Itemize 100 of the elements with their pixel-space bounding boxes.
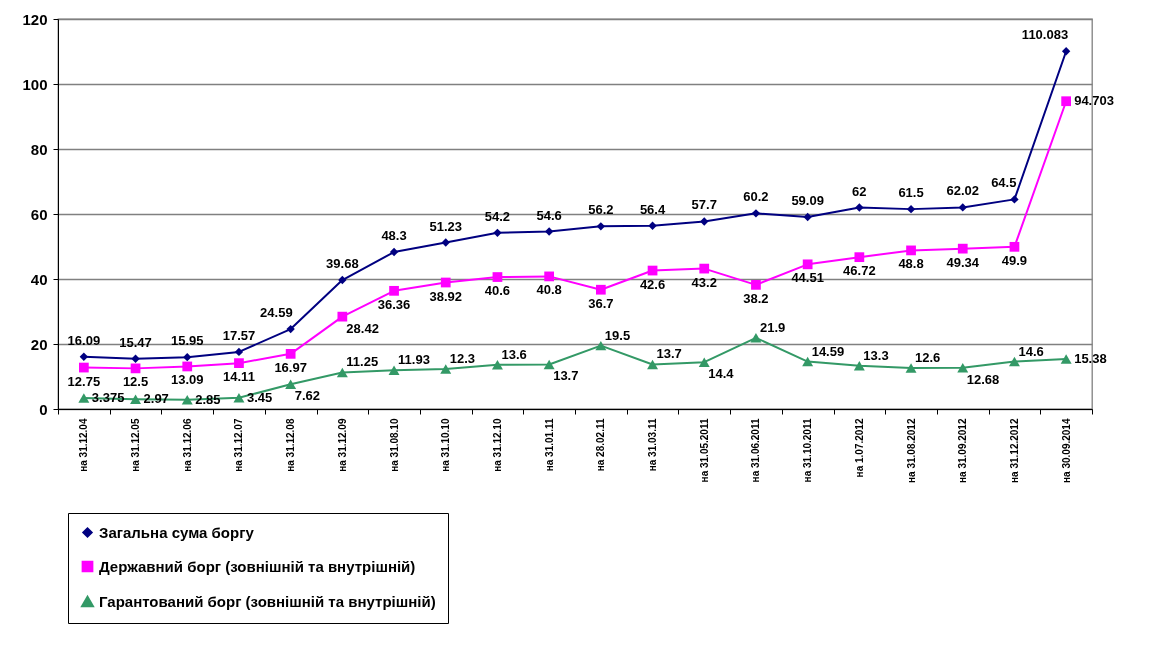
- data-label: 15.95: [170, 333, 204, 349]
- data-label: 38.2: [743, 290, 769, 306]
- point: [648, 221, 657, 230]
- data-label: 13.7: [553, 368, 579, 384]
- point: [78, 393, 90, 403]
- point: [389, 285, 399, 296]
- point: [286, 324, 295, 334]
- point: [855, 203, 864, 212]
- point: [802, 356, 814, 367]
- data-label: 57.7: [691, 197, 717, 213]
- point: [234, 358, 244, 369]
- point: [957, 243, 968, 254]
- data-label: 19.5: [604, 327, 631, 343]
- data-label: 12.3: [449, 351, 476, 367]
- point: [1061, 47, 1071, 56]
- point: [853, 361, 865, 371]
- legend-label: Гарантований борг (зовнішній та внутрішній): [99, 592, 436, 610]
- data-label: 16.97: [274, 359, 307, 375]
- data-label: 56.2: [588, 202, 614, 218]
- y-tick-label: 40: [30, 270, 48, 288]
- point: [492, 272, 503, 282]
- point: [78, 362, 89, 373]
- data-label: 62.02: [946, 183, 980, 199]
- point: [750, 333, 762, 343]
- data-label: 13.7: [656, 346, 682, 362]
- data-label: 12.6: [915, 350, 941, 366]
- point: [647, 359, 659, 370]
- data-label: 14.11: [223, 369, 255, 385]
- data-label: 40.8: [536, 282, 562, 298]
- data-label: 44.51: [791, 270, 824, 286]
- point: [854, 252, 865, 263]
- data-label: 13.09: [170, 372, 204, 388]
- data-label: 110.083: [1021, 27, 1069, 43]
- data-label: 46.72: [843, 263, 876, 279]
- point: [130, 394, 142, 405]
- x-tick-label: на 31.06.2011: [750, 418, 762, 483]
- data-label: 43.2: [691, 274, 717, 290]
- data-label: 40.6: [484, 283, 511, 299]
- data-label: 15.47: [119, 334, 152, 350]
- data-label: 3.45: [246, 389, 273, 405]
- x-tick-label: на 28.02.11: [595, 418, 607, 472]
- x-tick-label: на 31.01.11: [543, 418, 555, 472]
- x-tick-label: на 31.12.04: [78, 418, 90, 472]
- data-label: 59.09: [791, 192, 824, 208]
- x-tick-label: на 31.12.07: [233, 418, 245, 472]
- point: [338, 275, 347, 285]
- y-tick-label: 60: [30, 205, 48, 223]
- data-label: 38.92: [429, 288, 463, 304]
- y-tick-label: 100: [22, 75, 48, 93]
- legend-label: Державний борг (зовнішній та внутрішній): [99, 557, 416, 575]
- data-label: 49.34: [946, 254, 980, 270]
- point: [544, 271, 555, 282]
- point: [131, 354, 140, 363]
- point: [958, 203, 967, 212]
- point: [493, 228, 502, 238]
- point: [285, 348, 296, 359]
- data-label: 11.25: [346, 354, 379, 370]
- point: [388, 365, 400, 375]
- point: [440, 364, 452, 374]
- data-label: 60.2: [743, 189, 769, 205]
- data-label: 14.59: [811, 343, 845, 359]
- y-tick-label: 0: [39, 400, 48, 418]
- x-tick-label: на 31.12.06: [181, 418, 193, 472]
- point: [905, 363, 917, 373]
- data-label: 56.4: [639, 201, 666, 217]
- data-label: 62: [852, 183, 867, 199]
- x-tick-label: на 31.09.2012: [957, 418, 969, 483]
- data-label: 36.36: [377, 296, 411, 312]
- point: [803, 212, 812, 222]
- point: [1060, 354, 1072, 364]
- data-label: 28.42: [346, 320, 379, 336]
- data-label: 48.8: [898, 256, 924, 272]
- data-label: 54.2: [484, 208, 511, 224]
- x-tick-label: на 31.10.2011: [802, 418, 814, 483]
- point: [1008, 356, 1020, 367]
- point: [906, 245, 916, 256]
- data-label: 12.68: [966, 371, 1000, 387]
- point: [491, 360, 503, 370]
- point: [699, 263, 710, 274]
- y-tick-label: 120: [22, 10, 48, 28]
- point: [543, 359, 555, 370]
- x-tick-label: на 31.12.05: [130, 418, 142, 472]
- point: [957, 363, 969, 373]
- point: [906, 204, 916, 214]
- data-label: 14.4: [708, 366, 735, 382]
- x-tick-label: на 31.12.09: [336, 418, 348, 472]
- data-label: 64.5: [991, 175, 1017, 191]
- x-tick-label: на 31.12.10: [491, 418, 503, 472]
- data-label: 21.9: [759, 319, 786, 335]
- x-tick-label: на 30.09.2014: [1060, 418, 1072, 483]
- point: [802, 259, 813, 270]
- point: [595, 284, 606, 295]
- data-label: 13.6: [501, 346, 527, 362]
- data-label: 11.93: [398, 352, 430, 368]
- x-tick-label: на 31.08.10: [388, 418, 400, 472]
- data-label: 16.09: [67, 332, 101, 348]
- point: [285, 379, 297, 389]
- data-label: 36.7: [588, 295, 614, 311]
- point: [182, 361, 193, 372]
- point: [595, 340, 607, 351]
